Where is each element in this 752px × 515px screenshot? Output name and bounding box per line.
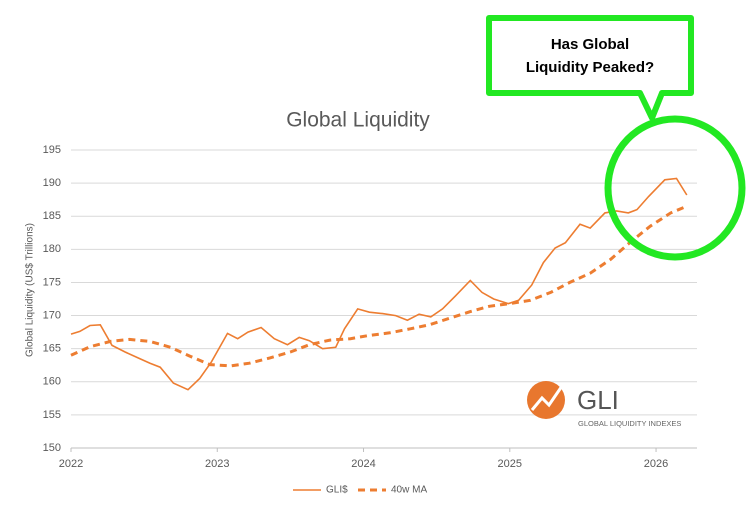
y-tick-label: 195 xyxy=(43,144,61,156)
y-tick-label: 155 xyxy=(43,409,61,421)
y-axis-label: Global Liquidity (US$ Trillions) xyxy=(25,223,36,357)
data-line xyxy=(70,204,688,368)
y-tick-label: 160 xyxy=(43,376,61,388)
y-tick-label: 150 xyxy=(43,442,61,454)
legend-label: GLI$ xyxy=(326,485,348,496)
data-line xyxy=(70,177,688,391)
y-tick-label: 180 xyxy=(43,243,61,255)
x-tick-label: 2026 xyxy=(644,458,668,470)
y-tick-label: 190 xyxy=(43,177,61,189)
callout-text: Liquidity Peaked? xyxy=(526,59,654,76)
logo-subtitle: GLOBAL LIQUIDITY INDEXES xyxy=(578,419,681,428)
x-tick-label: 2024 xyxy=(351,458,375,470)
x-tick-label: 2025 xyxy=(498,458,522,470)
y-tick-label: 170 xyxy=(43,309,61,321)
callout-text: Has Global xyxy=(551,36,629,53)
logo: GLI GLOBAL LIQUIDITY INDEXES xyxy=(527,381,681,428)
highlight-circle xyxy=(604,115,746,261)
x-tick-label: 2022 xyxy=(59,458,83,470)
y-tick-label: 175 xyxy=(43,276,61,288)
y-tick-label: 185 xyxy=(43,210,61,222)
y-tick-label: 165 xyxy=(43,343,61,355)
logo-arrow xyxy=(530,385,564,411)
chart-title: Global Liquidity xyxy=(286,109,430,132)
x-tick-label: 2023 xyxy=(205,458,229,470)
callout-box xyxy=(486,15,694,121)
legend-label: 40w MA xyxy=(391,485,427,496)
logo-name: GLI xyxy=(577,385,619,415)
